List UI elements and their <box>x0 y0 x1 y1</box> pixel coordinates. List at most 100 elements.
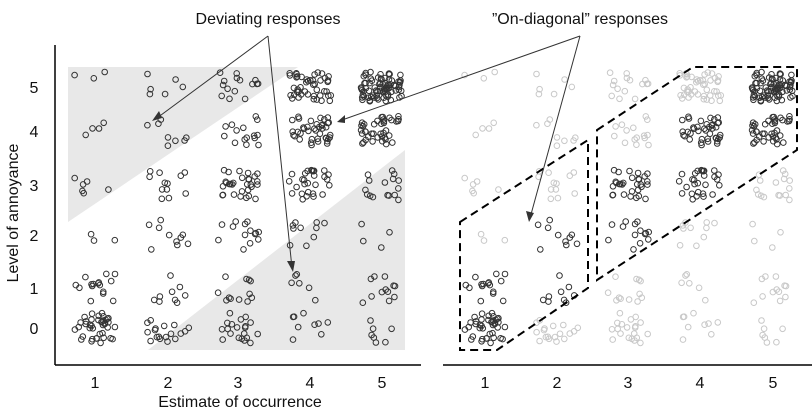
response-marker <box>676 72 684 79</box>
x-tick-label: 2 <box>553 375 562 392</box>
response-marker <box>478 281 485 288</box>
response-marker <box>634 186 642 194</box>
response-marker <box>288 95 296 102</box>
response-marker <box>231 87 239 95</box>
response-marker <box>611 132 618 140</box>
response-marker <box>176 283 184 291</box>
response-marker <box>760 193 768 201</box>
response-marker <box>699 190 707 197</box>
response-marker <box>181 292 189 299</box>
response-marker <box>700 193 707 200</box>
annotations: Deviating responses ”On-diagonal” respon… <box>152 11 668 272</box>
response-marker <box>158 186 166 193</box>
response-marker <box>644 181 651 188</box>
response-marker <box>641 230 649 238</box>
response-marker <box>361 79 368 87</box>
response-marker <box>370 334 378 341</box>
response-marker <box>290 313 298 321</box>
response-marker <box>146 173 153 181</box>
response-marker <box>619 223 627 230</box>
response-marker <box>782 191 790 199</box>
response-marker <box>321 167 328 174</box>
markers-left <box>71 68 405 347</box>
response-marker <box>553 134 561 141</box>
response-marker <box>752 79 759 87</box>
response-marker <box>614 85 621 93</box>
response-marker <box>642 113 650 120</box>
response-marker <box>786 196 793 204</box>
response-marker <box>678 190 686 197</box>
response-marker <box>157 216 164 224</box>
response-marker <box>362 186 369 194</box>
response-marker <box>620 191 628 198</box>
arrow-deviating-lower <box>267 35 293 269</box>
response-marker <box>319 125 326 132</box>
response-marker <box>545 169 552 176</box>
response-marker <box>644 178 651 185</box>
response-marker <box>306 76 314 84</box>
response-marker <box>677 92 684 99</box>
response-marker <box>252 113 260 120</box>
response-marker <box>222 273 229 281</box>
response-marker <box>165 194 173 202</box>
response-marker <box>359 123 367 130</box>
arrow-diagonal-left <box>341 35 581 121</box>
response-marker <box>685 113 692 121</box>
response-marker <box>303 76 311 83</box>
response-marker <box>625 296 633 303</box>
response-marker <box>300 125 308 132</box>
response-marker <box>367 75 375 82</box>
response-marker <box>491 68 499 76</box>
x-tick-label: 1 <box>481 375 490 392</box>
response-marker <box>295 94 302 101</box>
response-marker <box>388 325 395 333</box>
response-marker <box>107 277 115 285</box>
response-marker <box>627 316 635 323</box>
response-marker <box>678 95 686 102</box>
response-marker <box>760 92 768 99</box>
response-marker <box>697 117 705 125</box>
response-marker <box>630 246 637 253</box>
x-tick-label: 3 <box>624 375 633 392</box>
response-marker <box>90 75 98 82</box>
response-marker <box>635 276 643 284</box>
response-marker <box>390 170 398 178</box>
response-marker <box>388 167 396 174</box>
arrowhead-4 <box>526 211 534 222</box>
response-marker <box>761 334 769 341</box>
response-marker <box>641 134 649 142</box>
response-marker <box>95 316 102 324</box>
response-marker <box>290 131 297 139</box>
response-marker <box>781 170 789 178</box>
response-marker <box>760 138 767 145</box>
response-marker <box>96 281 104 289</box>
response-marker <box>771 94 779 101</box>
response-marker <box>772 74 780 82</box>
response-marker <box>556 272 563 279</box>
response-marker <box>533 319 540 327</box>
response-marker <box>698 141 705 149</box>
response-marker <box>561 137 568 145</box>
y-tick-label: 2 <box>30 228 39 245</box>
response-marker <box>172 76 179 83</box>
response-marker <box>111 323 119 331</box>
deviating-responses-label: Deviating responses <box>196 11 341 28</box>
response-marker <box>486 330 494 338</box>
response-marker <box>758 93 766 101</box>
response-marker <box>761 130 768 137</box>
response-marker <box>641 173 649 180</box>
response-marker <box>461 174 469 182</box>
response-marker <box>321 116 328 123</box>
response-marker <box>358 94 366 101</box>
response-marker <box>750 123 758 130</box>
response-marker <box>103 270 110 278</box>
response-marker <box>711 173 718 181</box>
response-marker <box>369 138 376 145</box>
response-marker <box>609 191 617 199</box>
response-marker <box>296 136 304 143</box>
response-marker <box>385 297 393 305</box>
response-marker <box>305 284 313 292</box>
response-marker <box>311 321 318 329</box>
response-marker <box>377 130 384 138</box>
response-marker <box>151 326 159 334</box>
